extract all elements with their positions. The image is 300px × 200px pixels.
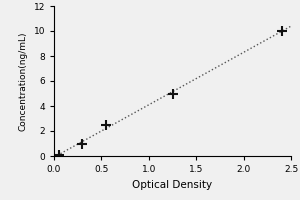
Y-axis label: Concentration(ng/mL): Concentration(ng/mL) bbox=[19, 31, 28, 131]
Point bbox=[279, 29, 284, 33]
X-axis label: Optical Density: Optical Density bbox=[132, 180, 213, 190]
Point bbox=[170, 92, 175, 95]
Point bbox=[56, 153, 61, 156]
Point bbox=[80, 142, 85, 145]
Point bbox=[104, 123, 109, 126]
